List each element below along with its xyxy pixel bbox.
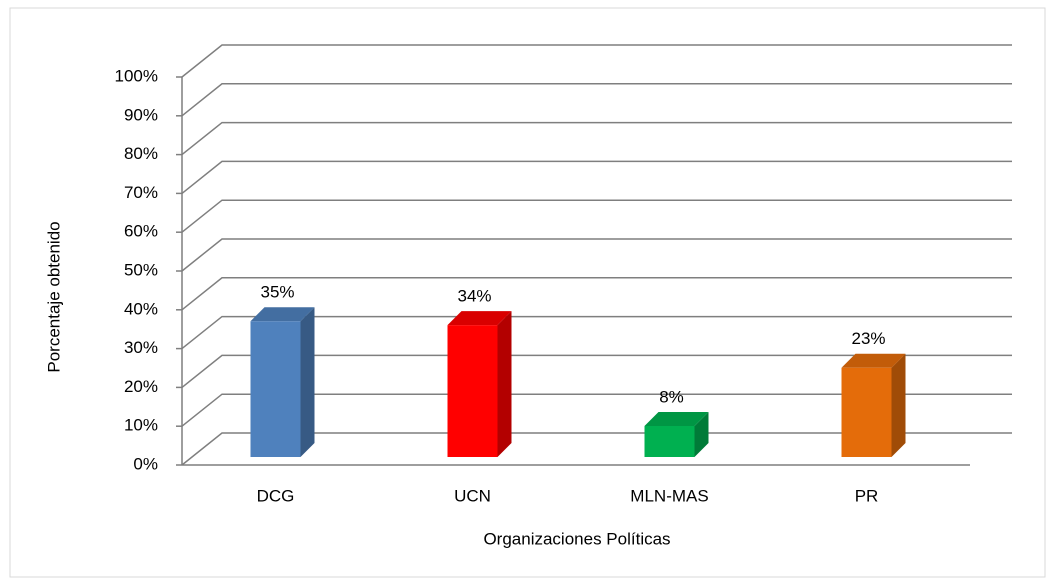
y-tick-label: 10% [124, 416, 158, 435]
x-tick-label: PR [855, 486, 879, 505]
bar-front [447, 325, 498, 457]
y-tick-label: 30% [124, 338, 158, 357]
x-tick-label: MLN-MAS [630, 486, 708, 505]
y-tick-label: 70% [124, 183, 158, 202]
x-tick-label: UCN [454, 486, 491, 505]
grid-line [181, 44, 1012, 78]
y-tick-label: 50% [124, 260, 158, 279]
y-tick-label: 100% [115, 66, 158, 85]
x-axis-title: Organizaciones Políticas [483, 529, 670, 548]
bar-side [891, 353, 906, 457]
grid-line [181, 277, 1012, 311]
bar-top [841, 353, 906, 368]
grid-line [181, 121, 1012, 156]
chart-border [9, 7, 1046, 578]
bar [250, 307, 315, 457]
y-tick-label: 60% [124, 222, 158, 241]
data-label: 35% [260, 283, 294, 302]
bar-top [644, 411, 709, 426]
data-label: 23% [851, 329, 885, 348]
data-label: 34% [457, 287, 491, 306]
bar-top [447, 311, 512, 326]
bar-front [841, 367, 892, 457]
x-tick-label: DCG [257, 486, 295, 505]
bar-front [644, 425, 695, 457]
y-axis-title: Porcentaje obtenido [44, 221, 63, 372]
grid-line [181, 160, 1012, 194]
grid-line [181, 393, 1012, 427]
bar-top [250, 307, 315, 322]
bar [644, 411, 709, 457]
bar [447, 311, 512, 457]
y-tick-label: 40% [124, 299, 158, 318]
data-label: 8% [659, 387, 684, 406]
grid-line [181, 354, 1012, 388]
bar-side [497, 311, 512, 457]
bar-front [250, 321, 301, 457]
grid-line [181, 83, 1012, 117]
y-tick-label: 80% [124, 144, 158, 163]
bar [841, 353, 906, 457]
grid-line [181, 432, 1012, 466]
bar-side [694, 411, 709, 457]
bar-side [300, 307, 315, 457]
grid-line [181, 199, 1012, 233]
y-tick-label: 20% [124, 377, 158, 396]
y-tick-label: 90% [124, 105, 158, 124]
grid-line [181, 315, 1012, 350]
grid-line [181, 238, 1012, 272]
y-tick-label: 0% [133, 454, 158, 473]
